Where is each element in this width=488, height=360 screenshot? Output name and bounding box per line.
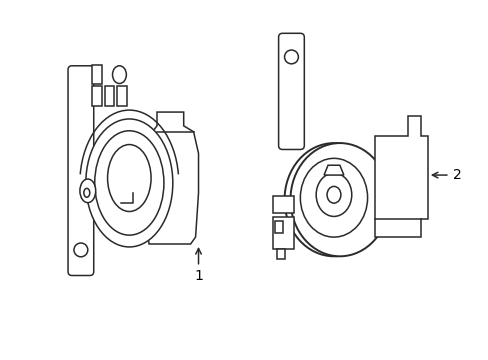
Text: 1: 1 <box>194 248 203 283</box>
Bar <box>276 249 284 259</box>
Ellipse shape <box>284 143 383 256</box>
Ellipse shape <box>86 119 172 247</box>
Polygon shape <box>144 112 198 244</box>
Ellipse shape <box>326 186 340 203</box>
Bar <box>92 65 102 85</box>
Ellipse shape <box>316 173 351 216</box>
Circle shape <box>74 243 88 257</box>
Bar <box>92 86 102 106</box>
Polygon shape <box>324 165 343 175</box>
Bar <box>104 86 114 106</box>
Bar <box>117 86 127 106</box>
Ellipse shape <box>80 179 96 203</box>
Polygon shape <box>375 116 427 237</box>
Ellipse shape <box>83 188 90 197</box>
FancyBboxPatch shape <box>68 66 94 275</box>
Bar <box>274 221 282 233</box>
Ellipse shape <box>290 143 388 256</box>
Ellipse shape <box>112 66 126 84</box>
Circle shape <box>284 50 298 64</box>
Ellipse shape <box>300 158 367 237</box>
Text: 2: 2 <box>431 168 460 182</box>
Bar <box>272 196 294 213</box>
Bar <box>272 217 294 249</box>
FancyBboxPatch shape <box>278 33 304 149</box>
Ellipse shape <box>95 131 163 235</box>
Ellipse shape <box>107 145 151 212</box>
